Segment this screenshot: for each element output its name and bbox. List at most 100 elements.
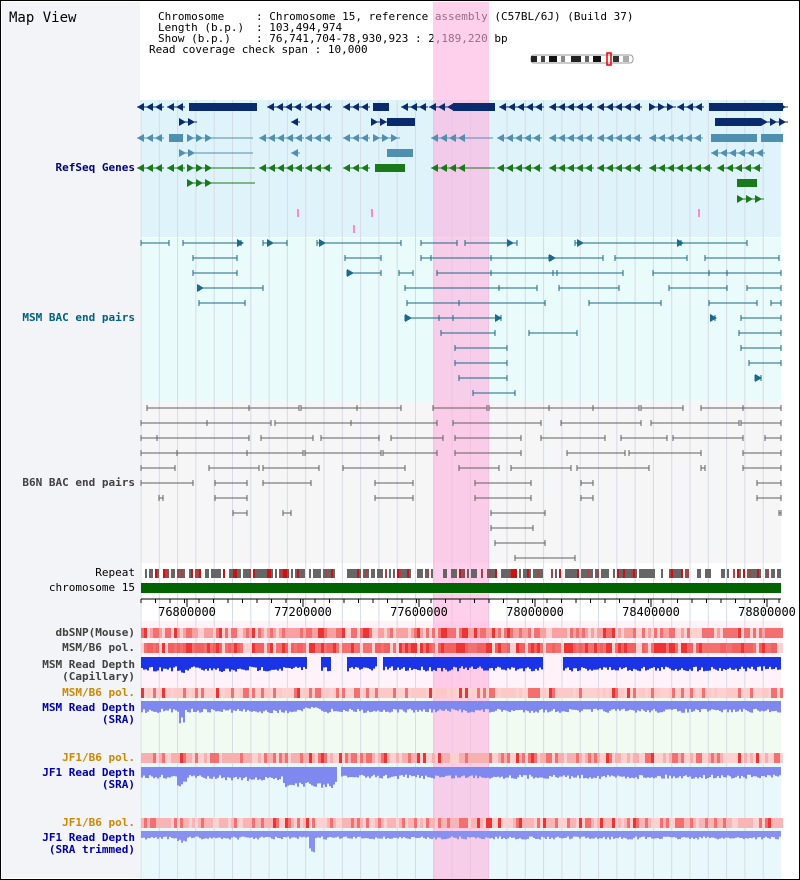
polymorphism-cell [720, 643, 723, 653]
repeat-element [173, 569, 175, 578]
polymorphism-cell [195, 818, 198, 828]
polymorphism-tracks[interactable] [141, 628, 783, 828]
repeat-element [381, 569, 383, 578]
depth-bar [265, 831, 267, 838]
repeat-element [249, 569, 251, 578]
polymorphism-cell [717, 643, 720, 653]
depth-bar [161, 701, 163, 709]
depth-bar [517, 831, 519, 839]
depth-bar [183, 767, 185, 782]
gene-exon-block [373, 103, 389, 111]
polymorphism-cell [267, 643, 270, 653]
polymorphism-cell [387, 753, 390, 763]
depth-bar [397, 657, 399, 668]
depth-bar [409, 701, 411, 709]
polymorphism-cell [201, 753, 204, 763]
depth-bar [559, 831, 561, 838]
read-depth-tracks[interactable] [141, 657, 781, 853]
depth-bar [555, 831, 557, 838]
depth-bar [317, 831, 319, 838]
polymorphism-cell [657, 818, 660, 828]
polymorphism-cell [372, 753, 375, 763]
repeat-element [189, 569, 191, 578]
polymorphism-cell [243, 753, 246, 763]
polymorphism-cell [156, 688, 159, 698]
polymorphism-cell [426, 753, 429, 763]
depth-bar [497, 701, 499, 709]
depth-bar [601, 657, 603, 670]
bac-end-arrow [405, 314, 412, 322]
polymorphism-cell [198, 688, 201, 698]
depth-bar [357, 831, 359, 837]
polymorphism-cell [441, 643, 444, 653]
depth-bar [299, 831, 301, 837]
polymorphism-cell [468, 753, 471, 763]
polymorphism-cell [189, 688, 192, 698]
polymorphism-cell [570, 628, 573, 638]
polymorphism-cell [642, 643, 645, 653]
polymorphism-cell [681, 628, 684, 638]
polymorphism-cell [321, 643, 324, 653]
polymorphism-cell [684, 688, 687, 698]
depth-bar [355, 767, 357, 778]
polymorphism-cell [678, 818, 681, 828]
depth-bar [619, 831, 621, 837]
depth-bar [483, 831, 485, 840]
label-msm-b6-pol-1: MSM/B6 pol. [62, 641, 135, 654]
depth-bar [489, 657, 491, 669]
depth-bar [441, 767, 443, 777]
refseq-genes-track[interactable] [137, 103, 788, 233]
depth-bar [265, 701, 267, 711]
polymorphism-cell [705, 818, 708, 828]
msm-bac-track[interactable] [140, 239, 782, 396]
polymorphism-cell [429, 688, 432, 698]
depth-bar [285, 831, 287, 838]
depth-bar [763, 831, 765, 838]
depth-bar [705, 831, 707, 839]
polymorphism-cell [681, 818, 684, 828]
repeat-element [623, 569, 625, 578]
polymorphism-cell [711, 753, 714, 763]
polymorphism-cell [486, 753, 489, 763]
depth-bar [685, 831, 687, 838]
polymorphism-cell [447, 643, 450, 653]
repeat-element [643, 569, 645, 578]
depth-bar [589, 767, 591, 778]
b6n-bac-track[interactable] [140, 405, 782, 561]
polymorphism-cell [417, 753, 420, 763]
depth-bar [323, 657, 325, 668]
polymorphism-cell [444, 643, 447, 653]
polymorphism-cell [444, 753, 447, 763]
polymorphism-cell [438, 688, 441, 698]
polymorphism-cell [567, 753, 570, 763]
polymorphism-cell [405, 818, 408, 828]
depth-bar [179, 831, 181, 840]
polymorphism-cell [519, 643, 522, 653]
polymorphism-cell [498, 628, 501, 638]
polymorphism-cell [561, 628, 564, 638]
chromosome-bar[interactable] [141, 583, 781, 593]
depth-bar [163, 657, 165, 669]
polymorphism-cell [702, 643, 705, 653]
repeat-track[interactable] [145, 569, 781, 578]
polymorphism-cell [300, 628, 303, 638]
depth-bar [741, 831, 743, 839]
depth-bar [747, 831, 749, 839]
polymorphism-cell [600, 628, 603, 638]
polymorphism-cell [378, 628, 381, 638]
depth-bar [627, 767, 629, 777]
polymorphism-cell [705, 643, 708, 653]
polymorphism-cell [288, 818, 291, 828]
depth-bar [381, 767, 383, 779]
polymorphism-cell [213, 818, 216, 828]
polymorphism-cell [690, 753, 693, 763]
polymorphism-cell [459, 818, 462, 828]
depth-bar [217, 657, 219, 669]
depth-bar [507, 657, 509, 669]
polymorphism-cell [618, 628, 621, 638]
polymorphism-cell [639, 628, 642, 638]
polymorphism-cell [201, 688, 204, 698]
region-highlight[interactable] [433, 2, 489, 879]
chromosome-ideogram[interactable] [530, 52, 634, 66]
